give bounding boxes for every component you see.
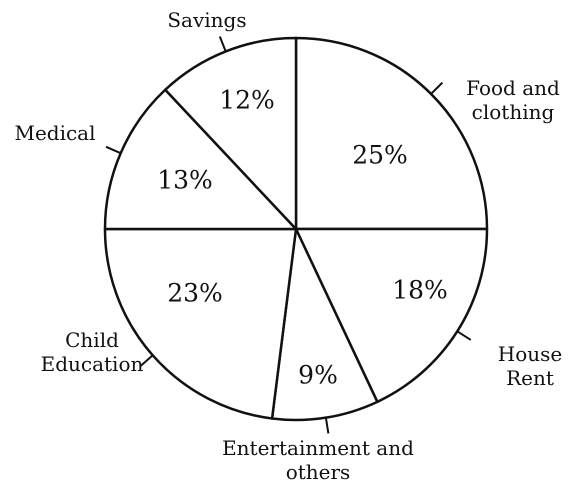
- leader-line: [430, 81, 444, 95]
- leader-line: [105, 145, 122, 155]
- pie-slice: [294, 36, 489, 231]
- category-label: Child Education: [40, 328, 144, 376]
- value-label: 9%: [298, 360, 338, 390]
- category-label: Savings: [167, 8, 247, 32]
- value-label: 23%: [167, 278, 223, 308]
- value-label: 13%: [157, 165, 213, 195]
- category-label: Entertainment and others: [222, 436, 414, 484]
- leader-line: [218, 36, 227, 52]
- value-label: 12%: [219, 85, 275, 115]
- category-label: House Rent: [497, 342, 563, 390]
- pie-slice: [294, 227, 489, 404]
- leader-line: [324, 417, 330, 434]
- leader-line: [456, 330, 472, 341]
- category-label: Food and clothing: [466, 76, 560, 124]
- category-label: Medical: [14, 121, 96, 145]
- value-label: 18%: [392, 275, 448, 305]
- pie-slice: [164, 36, 298, 231]
- pie-slice: [103, 227, 298, 420]
- value-label: 25%: [352, 140, 408, 170]
- leader-line: [140, 354, 154, 367]
